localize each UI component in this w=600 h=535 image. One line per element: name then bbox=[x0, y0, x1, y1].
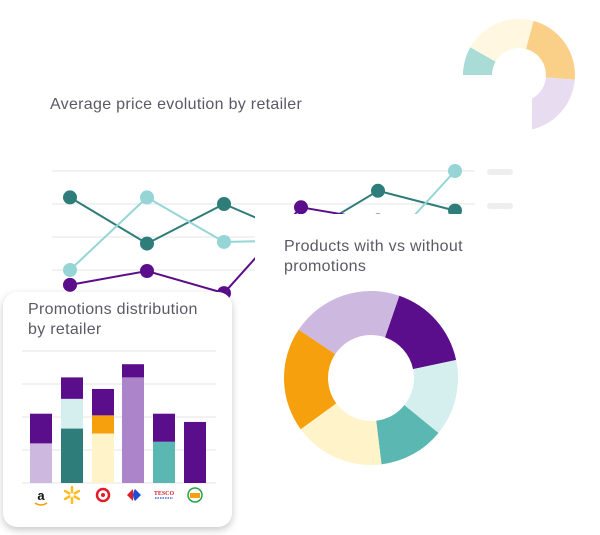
donut-slice-4 bbox=[470, 18, 534, 62]
data-point bbox=[140, 236, 154, 251]
data-point bbox=[63, 263, 77, 277]
donut-slice-4 bbox=[284, 329, 337, 430]
bar-segment bbox=[153, 441, 175, 483]
donut-slice-2 bbox=[376, 405, 439, 465]
donut-slice-1 bbox=[519, 77, 575, 131]
data-point bbox=[140, 190, 154, 205]
line-chart-title: Average price evolution by retailer bbox=[50, 96, 303, 113]
bar-segment bbox=[122, 364, 144, 378]
carrefour-blue-icon bbox=[133, 489, 141, 501]
bar-chart-title: Promotions distribution by retailer bbox=[28, 301, 198, 338]
walmart-spark-icon bbox=[73, 495, 81, 501]
donut-slice-0 bbox=[525, 20, 575, 80]
donut-slice-3 bbox=[300, 403, 382, 465]
data-point bbox=[63, 190, 77, 205]
amazon-logo: a bbox=[37, 488, 45, 503]
tesco-logo: TESCO bbox=[154, 491, 175, 497]
donut-chart-title: Products with vs without promotions bbox=[284, 238, 463, 275]
bar-segment bbox=[122, 377, 144, 483]
walmart-spark-icon bbox=[73, 489, 81, 495]
data-point bbox=[140, 263, 154, 278]
donut-slice-1 bbox=[404, 359, 458, 433]
data-point bbox=[217, 197, 231, 211]
data-point bbox=[448, 164, 462, 178]
bar-segment bbox=[61, 428, 83, 483]
basket-icon bbox=[190, 493, 200, 498]
bar-segment bbox=[92, 388, 114, 416]
data-point bbox=[294, 200, 308, 215]
target-logo bbox=[95, 487, 111, 503]
axis-label-placeholder bbox=[487, 203, 513, 209]
bar-segment bbox=[30, 413, 52, 444]
data-point bbox=[63, 277, 77, 292]
data-point bbox=[371, 183, 385, 198]
donut-slice-5 bbox=[298, 291, 400, 355]
walmart-spark-icon bbox=[63, 489, 71, 495]
walmart-spark-icon bbox=[63, 495, 71, 501]
axis-label-placeholder bbox=[487, 169, 513, 175]
bar-segment bbox=[184, 421, 206, 483]
bar-segment bbox=[153, 413, 175, 442]
bar-segment bbox=[61, 377, 83, 399]
bar-segment bbox=[61, 398, 83, 429]
bar-segment bbox=[92, 415, 114, 434]
target-center-icon bbox=[101, 493, 105, 497]
carrefour-logo bbox=[127, 489, 133, 501]
amazon-smile-icon bbox=[34, 502, 48, 506]
donut-slice-0 bbox=[384, 295, 457, 370]
bar-segment bbox=[92, 433, 114, 483]
bar-segment bbox=[30, 443, 52, 483]
data-point bbox=[217, 234, 231, 249]
